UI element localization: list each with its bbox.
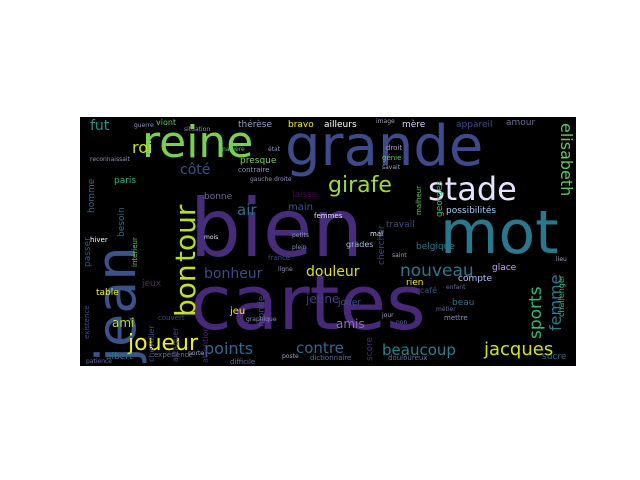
word-challenger: challenger bbox=[557, 274, 566, 317]
word-bien: bien bbox=[190, 182, 363, 275]
word-patience: patience bbox=[86, 358, 112, 365]
word-reconnaissait: reconnaissait bbox=[90, 156, 130, 163]
word-image: image bbox=[376, 118, 395, 125]
word-tour: tour bbox=[169, 204, 202, 262]
word-belgique: belgique bbox=[416, 242, 455, 252]
word-difficile: difficile bbox=[230, 358, 256, 366]
word-score: score bbox=[365, 336, 375, 361]
word-grades: grades bbox=[346, 240, 374, 249]
word-travail: travail bbox=[386, 220, 415, 230]
word-contre: contre bbox=[296, 339, 344, 357]
word-compte: compte bbox=[458, 274, 493, 284]
word-homme: homme bbox=[87, 178, 97, 213]
word-georges: georges bbox=[435, 180, 445, 217]
word-rien: rien bbox=[406, 278, 424, 288]
word-beau: beau bbox=[452, 298, 475, 308]
word-droite: droite bbox=[274, 176, 292, 183]
word-elisabeth: elisabeth bbox=[557, 123, 576, 197]
word-cartes: cartes bbox=[190, 258, 426, 347]
word-graphique: graphique bbox=[246, 316, 277, 323]
word-non: non bbox=[396, 319, 408, 326]
word-viont: viont bbox=[156, 118, 177, 127]
word-reine: reine bbox=[142, 117, 254, 168]
word-bravo: bravo bbox=[288, 120, 314, 130]
word-points: points bbox=[204, 339, 254, 358]
word-jeune: jeune bbox=[306, 292, 340, 306]
word-poste: poste bbox=[282, 353, 299, 360]
word-mois: mois bbox=[204, 234, 219, 241]
word-couvert: couvert bbox=[158, 314, 185, 322]
word-douleur: douleur bbox=[306, 264, 360, 280]
word-possibilites: possibilités bbox=[446, 206, 497, 216]
word-roi: roi bbox=[132, 138, 153, 157]
word-stade: stade bbox=[428, 170, 517, 208]
word-laisse: laisse bbox=[292, 190, 318, 200]
word-contraire: contraire bbox=[238, 166, 270, 174]
word-hiver: hiver bbox=[90, 236, 108, 244]
word-interieur: intérieur bbox=[131, 237, 139, 267]
word-ailleurs: ailleurs bbox=[324, 120, 357, 130]
word-etat: état bbox=[268, 146, 281, 153]
word-situation: situation bbox=[184, 126, 211, 133]
word-amour: amour bbox=[506, 118, 536, 128]
word-lieu: lieu bbox=[556, 256, 567, 263]
word-experience: expérience bbox=[154, 351, 193, 359]
word-sports: sports bbox=[526, 286, 546, 339]
word-femmes: femmes bbox=[314, 212, 343, 220]
word-ligne: ligne bbox=[278, 266, 293, 273]
word-joueur: joueur bbox=[128, 331, 199, 356]
word-cafe: café bbox=[420, 286, 438, 295]
word-air: air bbox=[237, 201, 257, 219]
word-jacques: jacques bbox=[484, 339, 554, 360]
word-main: main bbox=[288, 202, 313, 213]
word-enfant: enfant bbox=[446, 284, 466, 291]
word-besoin: besoin bbox=[117, 207, 127, 237]
word-glace: glace bbox=[492, 263, 517, 273]
word-grande: grande bbox=[285, 117, 484, 179]
word-gauche: gauche bbox=[250, 176, 273, 183]
word-attention: attention bbox=[201, 326, 210, 364]
word-droit: droit bbox=[386, 144, 403, 152]
word-savait: savait bbox=[382, 164, 401, 171]
word-bonheur: bonheur bbox=[204, 266, 263, 282]
word-bonne: bonne bbox=[204, 192, 233, 202]
word-mettre: mettre bbox=[444, 314, 468, 322]
word-amis: amis bbox=[336, 317, 365, 331]
word-albert: albert bbox=[106, 352, 133, 362]
word-mal: mal bbox=[370, 230, 384, 238]
word-fut: fut bbox=[90, 118, 110, 134]
word-metier: métier bbox=[436, 306, 456, 313]
word-appareil: appareil bbox=[456, 120, 493, 130]
word-therese: thérèse bbox=[238, 120, 273, 130]
word-jouer: jouer bbox=[338, 298, 361, 308]
word-presque: presque bbox=[240, 156, 277, 166]
word-girafe: girafe bbox=[328, 173, 392, 198]
word-nouveau: nouveau bbox=[400, 261, 474, 281]
word-maniere: manière bbox=[220, 146, 245, 153]
word-paris: paris bbox=[114, 176, 137, 186]
word-existence: existence bbox=[83, 305, 91, 339]
word-ami: ami bbox=[112, 316, 135, 330]
word-guerre: guerre bbox=[134, 122, 154, 129]
word-sucre: sucre bbox=[542, 352, 567, 362]
word-mere: mère bbox=[402, 120, 426, 130]
word-saint: saint bbox=[392, 252, 407, 259]
word-cloud-canvas: bien cartes mot grande jean reine stade … bbox=[80, 117, 576, 366]
word-jeu: jeu bbox=[230, 306, 246, 317]
word-petits: petits bbox=[292, 232, 309, 239]
word-porte: porte bbox=[188, 350, 204, 357]
word-beaucoup: beaucoup bbox=[382, 341, 456, 359]
word-jeux: jeux bbox=[142, 279, 162, 289]
word-plein: plein bbox=[292, 244, 307, 251]
word-table: table bbox=[96, 288, 119, 298]
word-genie: génie bbox=[382, 154, 402, 162]
word-jour: jour bbox=[382, 312, 394, 319]
word-cote: côté bbox=[180, 162, 211, 178]
word-malheur: malheur bbox=[415, 185, 423, 215]
word-dictionnaire: dictionnaire bbox=[310, 354, 352, 362]
word-bon: bon bbox=[169, 264, 202, 317]
word-france: france bbox=[268, 254, 291, 262]
word-mot: mot bbox=[440, 198, 559, 268]
word-douloureux: douloureux bbox=[388, 354, 428, 362]
